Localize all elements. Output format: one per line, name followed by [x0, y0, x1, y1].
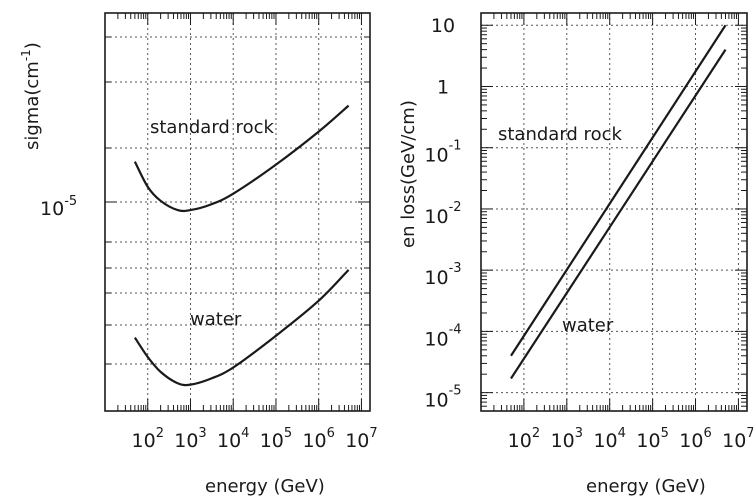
- left-series-standard-rock: [133, 104, 350, 213]
- right-y-tick-label: 10: [431, 15, 455, 37]
- left-x-tick-label: 105: [260, 426, 292, 452]
- right-series-water: [510, 49, 727, 380]
- left-x-tick-label: 102: [132, 426, 164, 452]
- right-x-tick-label: 103: [551, 426, 583, 452]
- right-x-axis-label: energy (GeV): [586, 476, 706, 497]
- left-x-tick-label: 103: [174, 426, 206, 452]
- right-label-water: water: [562, 315, 614, 336]
- left-x-tick-label: 104: [217, 426, 249, 452]
- left-x-axis-label: energy (GeV): [205, 476, 325, 497]
- left-y-axis-label: sigma(cm-1): [19, 42, 43, 150]
- right-y-tick-label: 10-5: [424, 384, 461, 412]
- left-label-water: water: [190, 309, 242, 330]
- left-series-water: [133, 269, 350, 387]
- right-y-tick-label: 1: [437, 76, 449, 98]
- right-x-tick-labels: 102 103 104 105 106 107: [508, 426, 753, 452]
- right-x-tick-label: 107: [722, 426, 753, 452]
- left-label-rock: standard rock: [150, 117, 274, 138]
- right-y-tick-label: 10-2: [424, 200, 461, 228]
- left-x-tick-label: 106: [302, 426, 334, 452]
- right-panel-series: [510, 24, 727, 380]
- right-label-rock: standard rock: [498, 124, 622, 145]
- right-x-tick-label: 106: [679, 426, 711, 452]
- right-y-tick-labels: 10-5 10-4 10-3 10-2 10-1 1 10: [424, 15, 461, 411]
- left-panel-ticks: [104, 13, 370, 411]
- right-x-tick-label: 104: [593, 426, 625, 452]
- right-panel-ticks: [480, 13, 747, 411]
- left-x-tick-labels: 102 103 104 105 106 107: [132, 426, 378, 452]
- left-panel-series: [133, 104, 350, 387]
- right-y-tick-label: 10-1: [424, 139, 461, 167]
- left-panel-frame: [104, 12, 371, 412]
- right-panel-frame: [480, 12, 748, 412]
- right-series-standard-rock: [510, 24, 727, 357]
- left-x-tick-label: 107: [345, 426, 377, 452]
- right-y-axis-label: en loss(GeV/cm): [398, 100, 419, 248]
- left-panel-sigma: standard rock water 10-5 102 103 104 105 106…: [19, 12, 378, 497]
- right-y-tick-label: 10-4: [424, 322, 461, 350]
- right-panel-grid: [481, 13, 747, 411]
- right-panel-energy-loss: standard rock water 10-5 10-4 10-3 10-2 10-1…: [398, 12, 753, 497]
- right-x-tick-label: 105: [636, 426, 668, 452]
- left-ytick-label: 10-5: [40, 194, 77, 220]
- right-y-tick-label: 10-3: [424, 261, 461, 289]
- right-x-tick-label: 102: [508, 426, 540, 452]
